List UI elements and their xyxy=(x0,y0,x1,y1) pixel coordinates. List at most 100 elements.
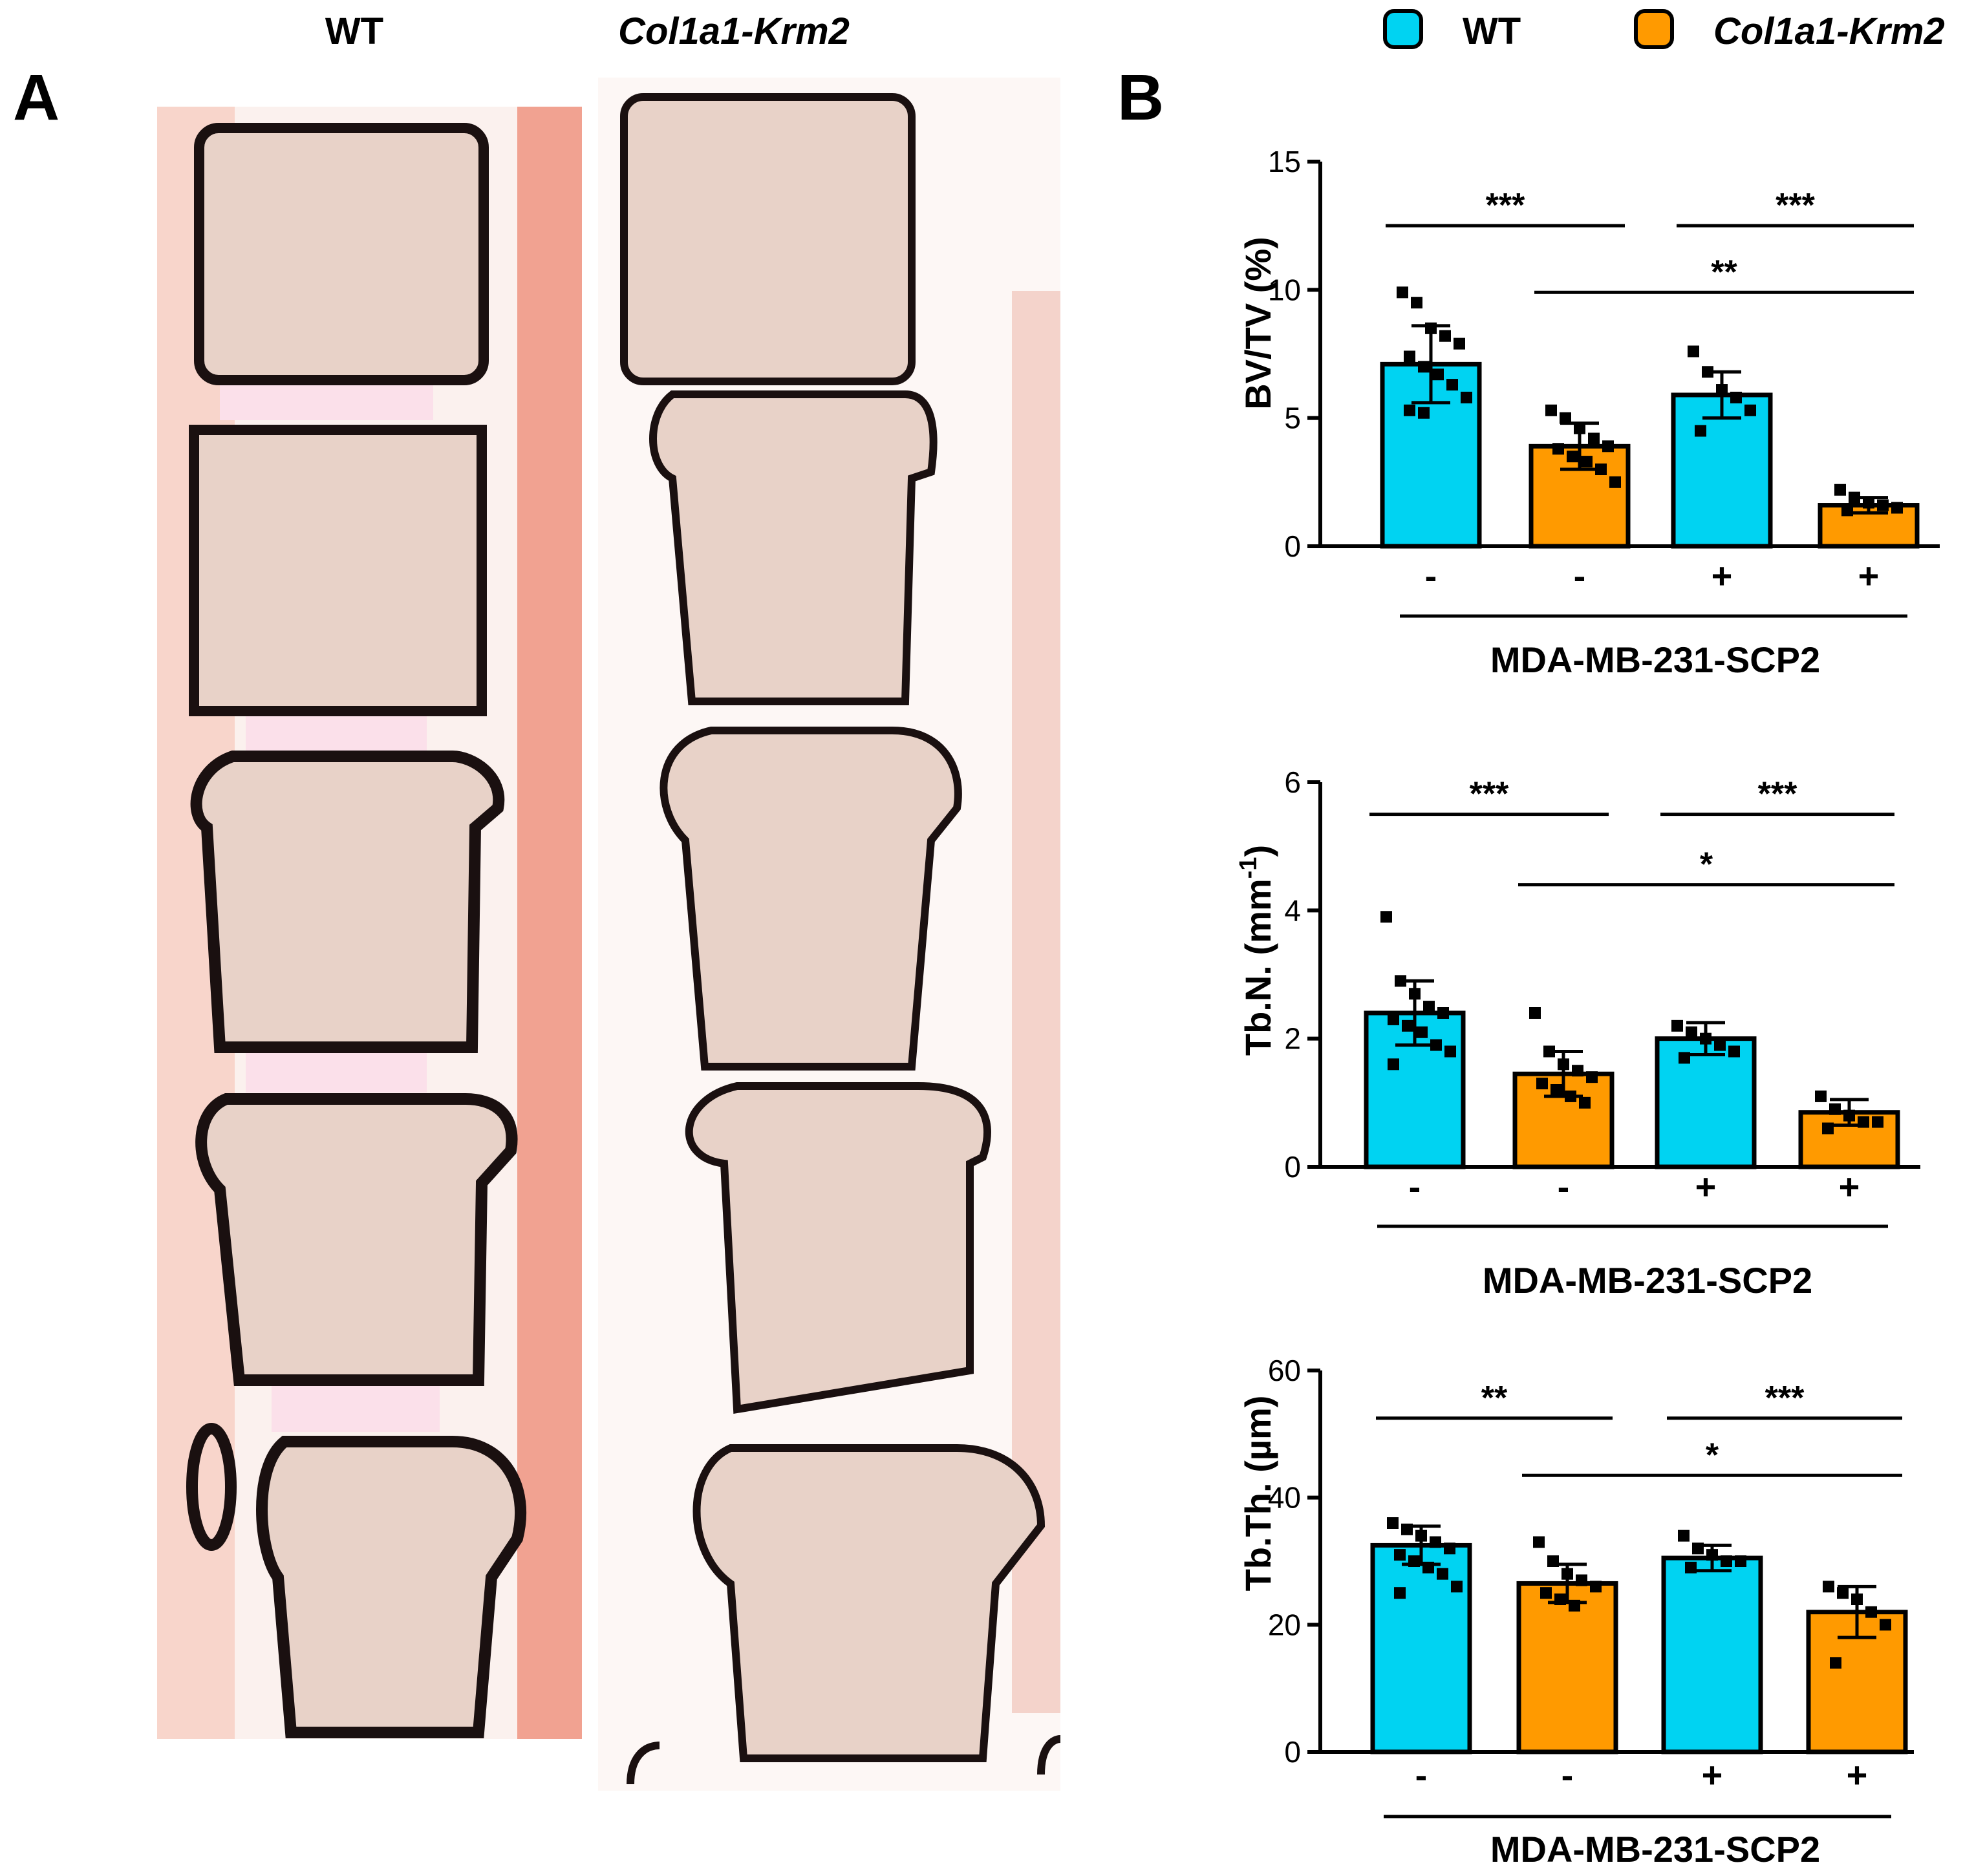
y-tick-label: 60 xyxy=(1268,1354,1301,1387)
category-label: - xyxy=(1409,1166,1421,1207)
data-point xyxy=(1415,1530,1427,1542)
data-point xyxy=(1394,1549,1406,1561)
data-point xyxy=(1872,1116,1883,1128)
data-point xyxy=(1454,337,1465,350)
data-point xyxy=(1706,1549,1718,1561)
data-point xyxy=(1576,1574,1587,1586)
data-point xyxy=(1567,451,1578,463)
vertebra xyxy=(194,123,489,385)
category-label: - xyxy=(1558,1166,1570,1207)
data-point xyxy=(1409,988,1421,1000)
y-tick-label: 0 xyxy=(1284,1150,1301,1184)
data-point xyxy=(1543,1045,1555,1058)
data-point xyxy=(1714,1039,1726,1051)
data-point xyxy=(1877,499,1889,511)
panel-b-label: B xyxy=(1117,61,1164,134)
data-point xyxy=(1444,1542,1455,1555)
significance-stars: *** xyxy=(1758,776,1797,813)
data-point xyxy=(1891,502,1903,514)
data-point xyxy=(1536,1078,1548,1090)
data-point xyxy=(1451,1581,1463,1593)
data-point xyxy=(1422,1561,1434,1573)
category-label: - xyxy=(1561,1754,1574,1795)
data-point xyxy=(1423,1001,1435,1013)
data-point xyxy=(1552,443,1564,455)
vertebra xyxy=(189,425,487,716)
data-point xyxy=(1685,1561,1697,1573)
data-point xyxy=(1529,1007,1541,1019)
data-point xyxy=(1540,1587,1552,1599)
data-point xyxy=(1550,1084,1562,1096)
data-point xyxy=(1561,1568,1573,1580)
category-label: + xyxy=(1858,555,1880,596)
bar xyxy=(1370,1542,1472,1754)
data-point xyxy=(1425,322,1437,334)
data-point xyxy=(1728,1045,1740,1058)
category-label: + xyxy=(1711,555,1733,596)
vertebra xyxy=(256,1436,527,1738)
data-point xyxy=(1437,1007,1449,1019)
data-point xyxy=(1439,330,1451,342)
data-point xyxy=(1830,1657,1841,1669)
data-point xyxy=(1432,368,1444,381)
data-point xyxy=(1554,1594,1566,1605)
data-point xyxy=(1401,1523,1413,1535)
data-point xyxy=(1880,1619,1891,1631)
significance-stars: *** xyxy=(1486,187,1525,224)
category-label: + xyxy=(1847,1754,1868,1795)
data-point xyxy=(1815,1090,1827,1102)
legend: WT Col1a1-Krm2 xyxy=(1383,9,1945,52)
legend-item-krm2: Col1a1-Krm2 xyxy=(1634,9,1945,52)
significance-stars: * xyxy=(1706,1436,1719,1474)
data-point xyxy=(1849,491,1860,504)
group-label: MDA-MB-231-SCP2 xyxy=(1490,1829,1820,1870)
significance-stars: *** xyxy=(1776,187,1815,224)
significance-stars: *** xyxy=(1470,776,1509,813)
data-point xyxy=(1581,456,1593,468)
data-point xyxy=(1700,1032,1711,1045)
data-point xyxy=(1395,975,1406,987)
data-point xyxy=(1404,350,1415,363)
data-point xyxy=(1829,1103,1841,1115)
data-point xyxy=(1397,286,1408,299)
vertebral-process xyxy=(627,1742,660,1785)
y-tick-label: 0 xyxy=(1284,1735,1301,1769)
vertebra xyxy=(660,727,962,1071)
data-point xyxy=(1841,504,1853,517)
y-axis-label: BV/TV (%) xyxy=(1238,237,1278,410)
data-point xyxy=(1586,1071,1598,1083)
vertebral-process xyxy=(1037,1735,1061,1775)
data-point xyxy=(1671,1019,1683,1032)
data-point xyxy=(1843,1109,1855,1122)
data-point xyxy=(1404,404,1415,416)
vertebra xyxy=(649,390,938,705)
significance-stars: * xyxy=(1700,846,1713,884)
data-point xyxy=(1388,1058,1399,1071)
data-point xyxy=(1679,1052,1690,1064)
data-point xyxy=(1430,1536,1441,1548)
y-tick-label: 40 xyxy=(1268,1481,1301,1515)
data-point xyxy=(1590,1581,1602,1593)
y-tick-label: 6 xyxy=(1284,765,1301,799)
y-tick-label: 10 xyxy=(1268,273,1301,306)
data-point xyxy=(1416,1026,1428,1038)
data-point xyxy=(1437,1568,1448,1580)
data-point xyxy=(1418,361,1430,373)
column-title-wt: WT xyxy=(325,10,383,52)
significance-stars: *** xyxy=(1765,1380,1805,1417)
bar xyxy=(1516,1581,1618,1754)
category-label: - xyxy=(1425,555,1437,596)
chart-tb-th: Tb.Th. (µm) MDA-MB-231-SCP2 0 20 40 60 - - + + *… xyxy=(1238,1354,1914,1870)
group-label: MDA-MB-231-SCP2 xyxy=(1483,1260,1812,1301)
data-point xyxy=(1574,422,1585,434)
data-point xyxy=(1702,366,1713,378)
data-point xyxy=(1418,407,1430,419)
vertebral-process xyxy=(186,1423,237,1551)
intervertebral-disc xyxy=(272,1383,440,1432)
y-axis-label-superscript: -1 xyxy=(1235,857,1262,879)
data-point xyxy=(1716,384,1728,396)
data-point xyxy=(1865,1606,1877,1618)
vertebra xyxy=(195,1093,518,1386)
category-label: + xyxy=(1839,1166,1860,1207)
